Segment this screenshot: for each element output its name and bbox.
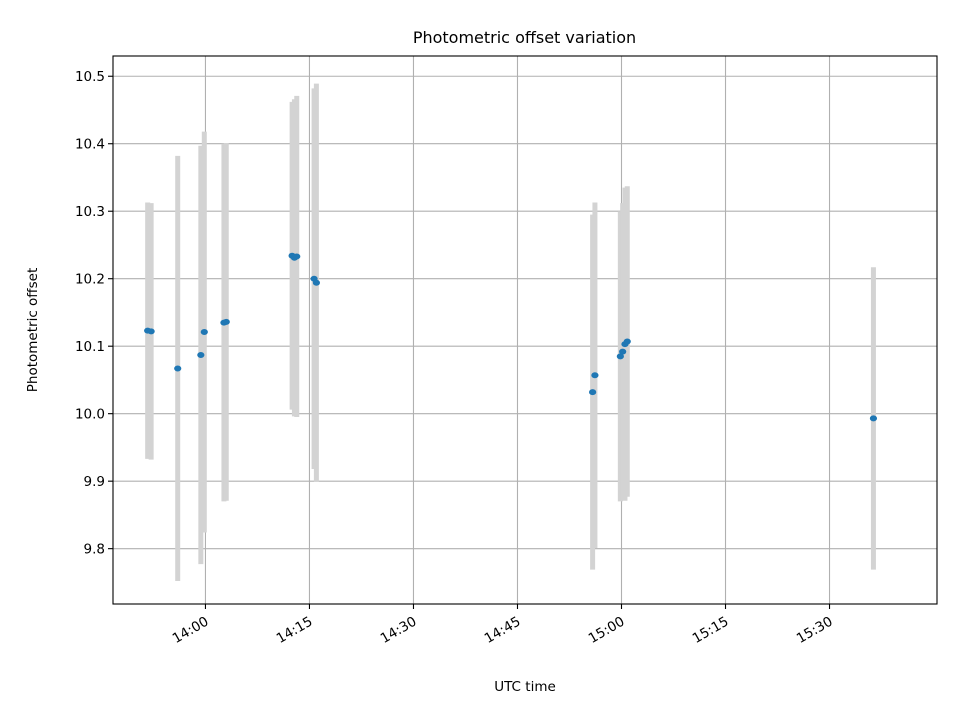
x-tick-label: 15:15 [690, 614, 732, 647]
y-axis-label: Photometric offset [25, 268, 41, 392]
x-tick-label: 15:30 [794, 614, 836, 647]
data-point [174, 365, 182, 372]
data-point [589, 389, 597, 396]
x-tick-label: 14:45 [482, 614, 524, 647]
data-point [197, 351, 205, 358]
x-tick-label: 14:00 [170, 614, 212, 647]
x-tick-label: 15:00 [586, 614, 628, 647]
data-point [623, 338, 631, 345]
data-point [147, 328, 155, 335]
chart-title: Photometric offset variation [413, 28, 636, 47]
plot-area [113, 56, 937, 604]
x-axis-ticks: 14:00 14:15 14:30 14:45 15:00 15:15 15:30 [170, 604, 836, 647]
data-point [312, 279, 320, 286]
data-point [222, 318, 230, 325]
y-tick-label: 10.2 [75, 272, 105, 288]
data-point [591, 372, 599, 379]
y-tick-label: 10.3 [75, 204, 105, 220]
data-point [293, 253, 301, 260]
plot-frame [112, 55, 938, 605]
x-tick-label: 14:15 [274, 614, 316, 647]
x-axis-label: UTC time [494, 679, 556, 695]
data-points [144, 252, 878, 422]
data-point [200, 329, 208, 336]
x-tick-label: 14:30 [378, 614, 420, 647]
y-tick-label: 10.0 [75, 407, 105, 423]
data-point [616, 353, 624, 360]
y-tick-label: 9.9 [84, 474, 105, 490]
data-point [619, 348, 627, 355]
data-point [869, 415, 878, 422]
y-tick-label: 9.8 [84, 542, 105, 558]
y-tick-label: 10.5 [75, 69, 105, 85]
y-tick-label: 10.1 [75, 339, 105, 355]
y-tick-label: 10.4 [75, 137, 105, 153]
y-axis-ticks: 9.8 9.9 10.0 10.1 10.2 10.3 10.4 10.5 [75, 69, 113, 558]
